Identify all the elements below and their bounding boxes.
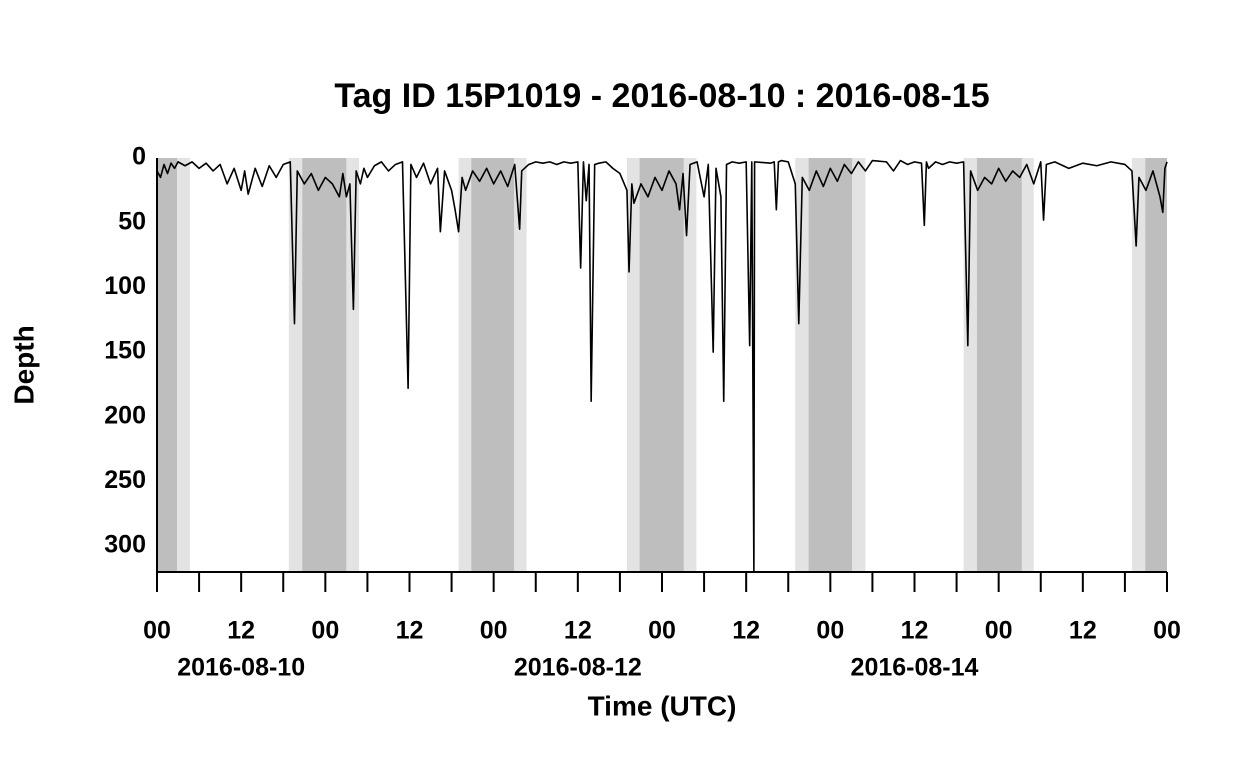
twilight-band [514,158,527,572]
twilight-band [346,158,359,572]
y-tick-label: 100 [104,272,146,300]
twilight-band [963,158,977,572]
night-band [1145,158,1167,572]
twilight-band [176,158,190,572]
x-tick-label: 00 [311,617,339,645]
twilight-band [288,158,303,572]
y-tick-label: 150 [104,337,146,365]
night-band [157,158,177,572]
night-band [302,158,347,572]
night-band [471,158,515,572]
x-tick-label: 00 [648,617,676,645]
y-axis-label: Depth [8,325,39,404]
y-tick-label: 50 [118,207,146,235]
y-tick-label: 0 [132,143,146,171]
twilight-band [852,158,866,572]
date-label: 2016-08-12 [514,654,642,682]
twilight-band [683,158,697,572]
night-band [639,158,684,572]
y-tick-label: 200 [104,401,146,429]
x-tick-label: 12 [901,617,929,645]
twilight-band [1131,158,1146,572]
twilight-band [458,158,472,572]
x-tick-label: 00 [480,617,508,645]
y-tick-label: 300 [104,531,146,559]
x-tick-label: 12 [564,617,592,645]
date-label: 2016-08-14 [851,654,979,682]
night-band [808,158,853,572]
twilight-band [795,158,809,572]
twilight-band [626,158,640,572]
night-band [976,158,1022,572]
x-tick-label: 00 [1153,617,1181,645]
x-tick-label: 00 [816,617,844,645]
x-tick-label: 00 [985,617,1013,645]
date-label: 2016-08-10 [177,654,305,682]
chart-title: Tag ID 15P1019 - 2016-08-10 : 2016-08-15 [334,77,989,115]
y-tick-label: 250 [104,466,146,494]
x-axis-label: Time (UTC) [588,690,737,721]
twilight-band [1021,158,1034,572]
x-tick-label: 12 [227,617,255,645]
x-tick-label: 00 [143,617,171,645]
x-tick-label: 12 [1069,617,1097,645]
depth-line [156,159,1168,573]
x-tick-label: 12 [396,617,424,645]
x-tick-label: 12 [732,617,760,645]
